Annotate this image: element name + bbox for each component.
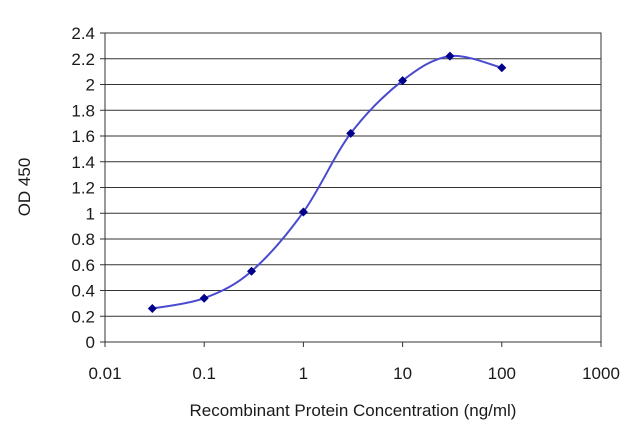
- data-point: [398, 76, 408, 86]
- x-tick-label: 10: [393, 364, 412, 383]
- x-axis-title: Recombinant Protein Concentration (ng/ml…: [190, 401, 517, 420]
- y-tick-label: 0.2: [71, 307, 95, 326]
- x-tick-label: 1: [299, 364, 308, 383]
- y-tick-label: 1: [86, 204, 95, 223]
- y-axis: 0 0.2 0.4 0.6 0.8 1 1.2 1.4 1.6 1.8 2 2.2 2.4: [71, 24, 105, 352]
- y-tick-label: 0: [86, 333, 95, 352]
- y-tick-label: 1.2: [71, 179, 95, 198]
- y-tick-label: 1.8: [71, 101, 95, 120]
- data-point: [247, 266, 257, 276]
- data-point: [147, 304, 157, 314]
- y-tick-label: 1.6: [71, 127, 95, 146]
- x-axis: 0.01 0.1 1 10 100 1000: [88, 342, 620, 383]
- y-tick-label: 2.4: [71, 24, 95, 43]
- x-tick-label: 100: [488, 364, 516, 383]
- series-line: [152, 54, 503, 310]
- data-point: [298, 207, 308, 217]
- x-tick-label: 1000: [582, 364, 620, 383]
- x-tick-label: 0.01: [88, 364, 121, 383]
- data-point: [445, 51, 455, 61]
- y-tick-label: 0.6: [71, 256, 95, 275]
- x-tick-label: 0.1: [192, 364, 216, 383]
- data-point: [346, 128, 356, 138]
- y-axis-title: OD 450: [15, 158, 34, 217]
- data-point: [497, 63, 507, 73]
- y-tick-label: 1.4: [71, 153, 95, 172]
- gridlines: [105, 58, 601, 317]
- y-tick-label: 2: [86, 76, 95, 95]
- series-group: [147, 51, 507, 314]
- y-tick-label: 0.8: [71, 230, 95, 249]
- y-tick-label: 2.2: [71, 50, 95, 69]
- data-point: [199, 293, 209, 303]
- y-tick-label: 0.4: [71, 282, 95, 301]
